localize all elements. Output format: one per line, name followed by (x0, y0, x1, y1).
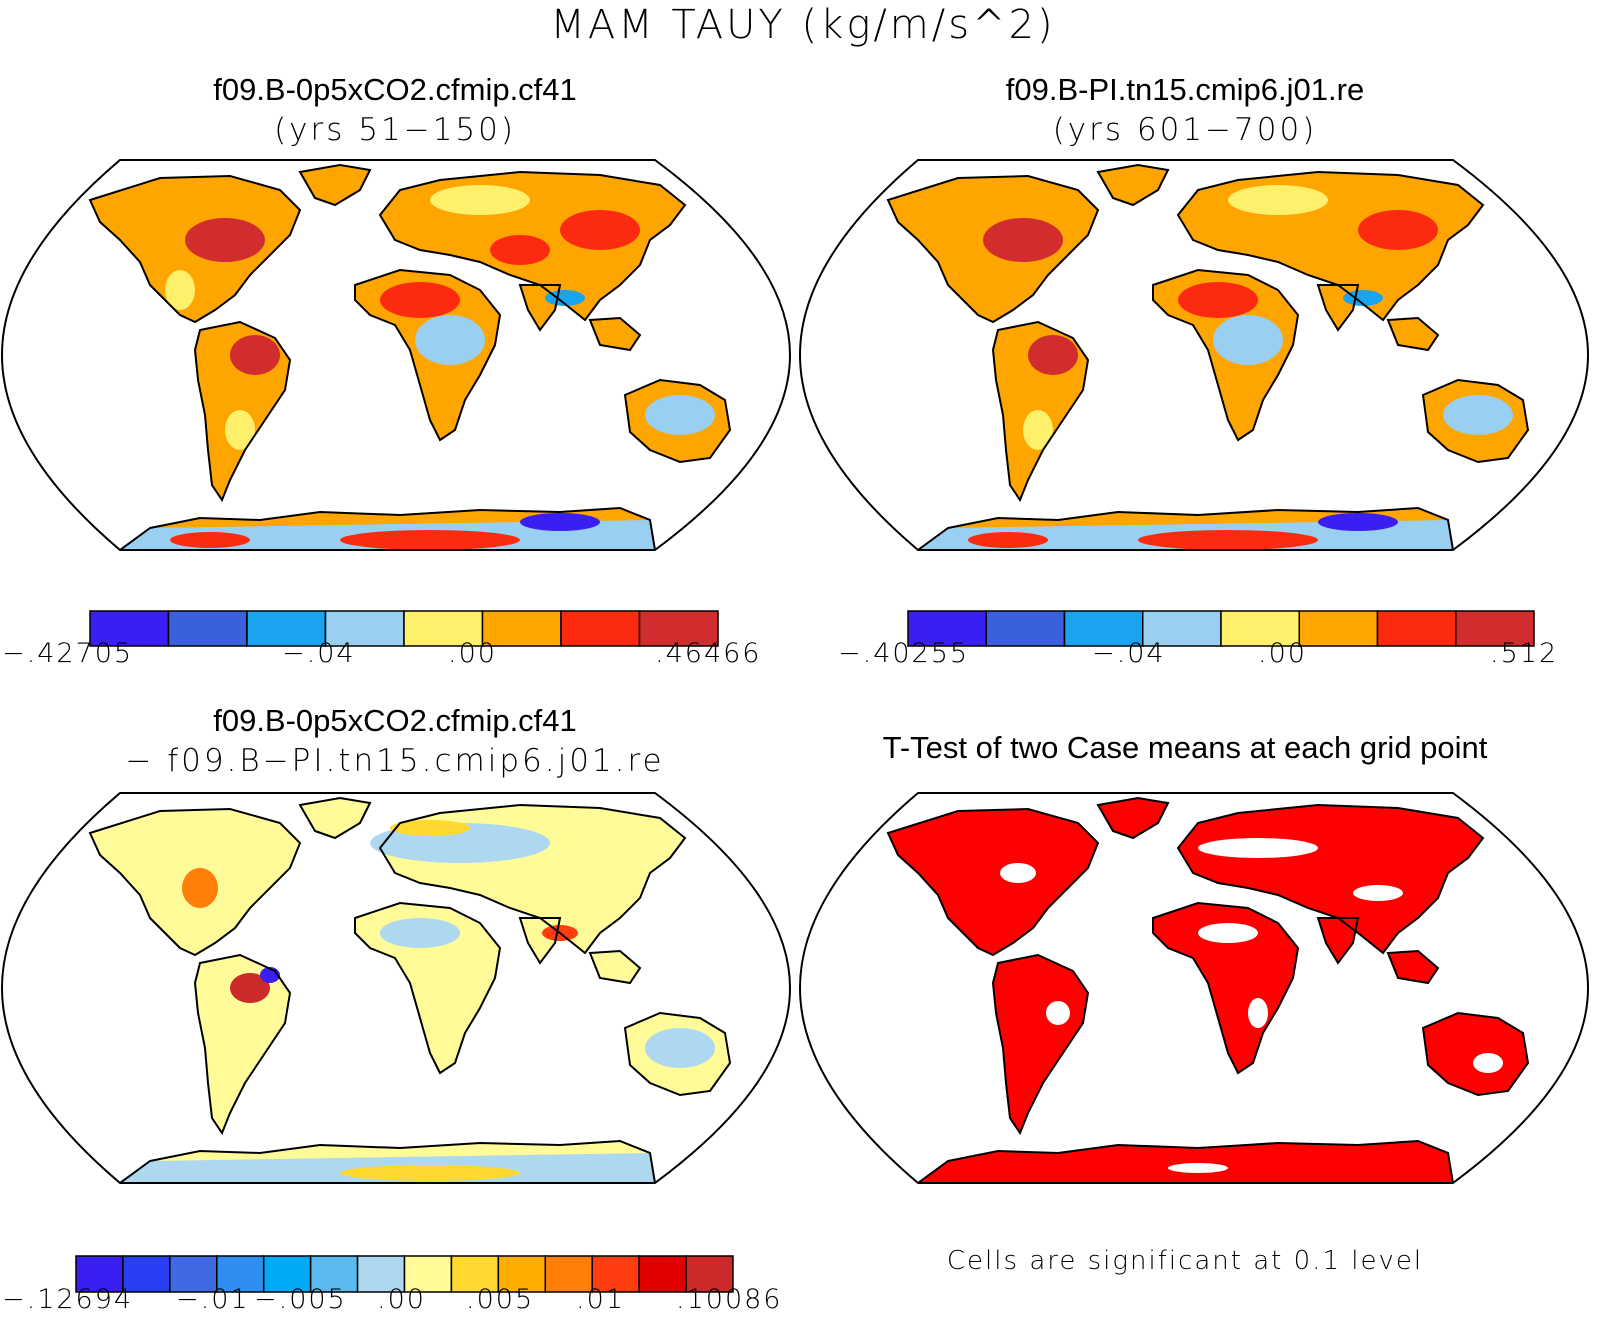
cb2-tick-max: .512 (1490, 638, 1559, 669)
figure-title: MAM TAUY (kg/m/s^2) (550, 2, 1056, 48)
cb2-tick-min: −.40255 (838, 638, 970, 669)
map-frame-2 (798, 159, 1590, 551)
colorbar-swatch (169, 1255, 218, 1293)
panel-1-title: f09.B-0p5xCO2.cfmip.cf41 (213, 72, 577, 107)
colorbar-swatch (324, 610, 405, 647)
colorbar-swatch (1455, 610, 1535, 647)
cb3-tick-neg005: −.005 (254, 1284, 347, 1315)
panel-2-title: f09.B-PI.tn15.cmip6.j01.re (1005, 72, 1365, 107)
colorbar-swatch (89, 610, 170, 647)
panel-1-subtitle: (yrs 51−150) (274, 112, 516, 148)
significance-note: Cells are significant at 0.1 level (946, 1246, 1424, 1276)
colorbar-swatch (356, 1255, 406, 1293)
cb1-tick-zero: .00 (448, 638, 497, 669)
map-panel-2 (798, 159, 1590, 551)
map-panel-3 (0, 792, 792, 1184)
colorbar-panel-2 (907, 610, 1535, 647)
colorbar-swatch (638, 610, 719, 647)
map-frame-4 (798, 792, 1590, 1184)
colorbar-swatch (1376, 610, 1457, 647)
map-frame-3 (0, 792, 792, 1184)
colorbar-swatch (591, 1255, 640, 1293)
colorbar-swatch (1220, 610, 1300, 647)
colorbar-swatch (403, 610, 484, 647)
colorbar-swatch (1142, 610, 1222, 647)
cb3-tick-zero: .00 (377, 1284, 426, 1315)
colorbar-swatch (985, 610, 1066, 647)
panel-4-title: T-Test of two Case means at each grid po… (882, 730, 1488, 765)
cb3-tick-pos01: .01 (576, 1284, 625, 1315)
panel-3-title: f09.B-0p5xCO2.cfmip.cf41 (213, 703, 577, 738)
cb3-tick-pos005: .005 (466, 1284, 535, 1315)
panel-2-subtitle: (yrs 601−700) (1052, 112, 1318, 148)
colorbar-swatch (216, 1255, 265, 1293)
cb3-tick-max: .10086 (676, 1284, 783, 1315)
cb1-tick-neg04: −.04 (282, 638, 356, 669)
map-panel-1 (0, 159, 792, 551)
colorbar-swatch (75, 1255, 124, 1293)
cb2-tick-neg04: −.04 (1092, 638, 1166, 669)
cb1-tick-min: −.42705 (2, 638, 134, 669)
colorbar-swatch (638, 1255, 687, 1293)
colorbar-panel-3 (75, 1255, 734, 1293)
colorbar-swatch (1298, 610, 1379, 647)
colorbar-swatch (907, 610, 987, 647)
colorbar-swatch (167, 610, 248, 647)
panel-3-subtitle: − f09.B−PI.tn15.cmip6.j01.re (125, 743, 665, 779)
colorbar-swatch (262, 1255, 312, 1293)
colorbar-panel-1 (89, 610, 719, 647)
colorbar-swatch (1063, 610, 1144, 647)
map-frame-1 (0, 159, 792, 551)
cb1-tick-max: .46466 (655, 638, 762, 669)
cb3-tick-min: −.12694 (2, 1284, 134, 1315)
colorbar-swatch (544, 1255, 593, 1293)
map-panel-4 (798, 792, 1590, 1184)
colorbar-swatch (497, 1255, 547, 1293)
cb3-tick-neg01: −.01 (176, 1284, 250, 1315)
colorbar-swatch (685, 1255, 734, 1293)
colorbar-swatch (560, 610, 641, 647)
cb2-tick-zero: .00 (1258, 638, 1307, 669)
